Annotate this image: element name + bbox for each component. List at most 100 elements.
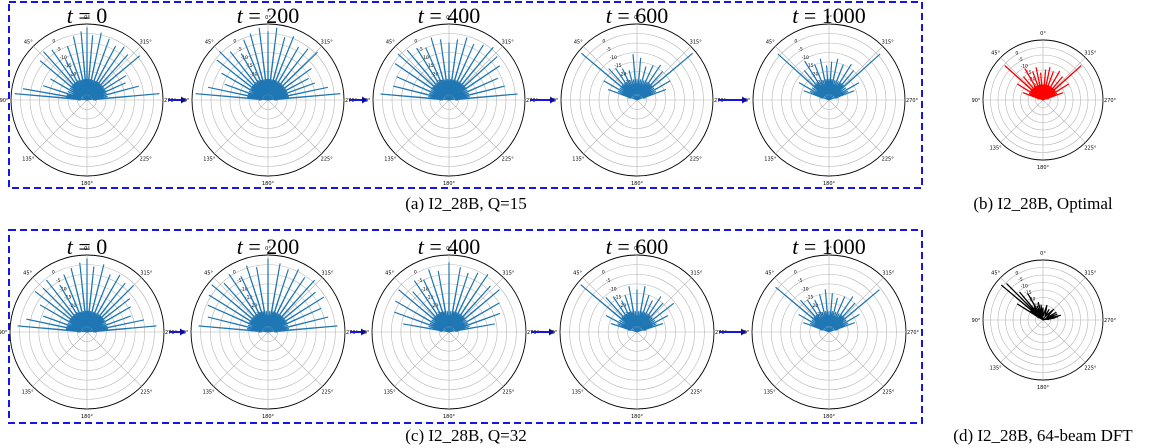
beam-lobe [393,85,450,101]
beam-lobe [23,88,88,101]
beam-lobe [1017,303,1044,321]
row-q32: (c) I2_28B, Q=32 (d) I2_28B, 64-beam DFT [8,229,1133,445]
angle-tick-label: 315° [502,271,515,277]
beam-lobe [448,285,491,333]
angle-tick-label: 0° [446,246,452,252]
beam-lobe [636,295,650,333]
angle-tick-label: 180° [81,181,94,187]
angle-tick-label: 135° [572,157,585,163]
beam-lobe [636,58,642,101]
beam-lobe [86,39,110,101]
beam-lobe [267,52,318,101]
beam-lobe [636,286,646,333]
beam-lobe [1042,76,1063,101]
beam-lobe [79,263,88,333]
polar-grid-spoke [86,331,142,387]
radial-tick-label: 0 [52,38,55,44]
angle-tick-label: 225° [1084,365,1097,371]
beam-lobe [448,37,468,101]
beam-lobe [397,53,450,101]
beam-lobe [423,279,450,333]
polar-grid-spoke [267,331,323,387]
angle-tick-label: 270° [1104,98,1117,104]
reference-caption: (b) I2_28B, Optimal [973,194,1113,213]
beam-lobe [86,298,130,333]
beam-lobe [395,300,450,333]
beam-lobe [1023,92,1044,101]
beam-lobe [1024,68,1044,101]
radial-tick-label: -10 [421,286,428,292]
radial-tick-label: -10 [422,55,429,61]
polar-grid-spoke [214,99,269,154]
time-step-label: t = 0 [67,234,108,259]
beam-lobe [240,276,269,333]
angle-tick-label: 135° [384,389,397,395]
radial-tick-label: -20 [811,71,818,77]
polar-panel: 0°45°90°135°180°225°270°315°0-5-10-15-20… [362,3,556,187]
polar-grid-spoke [32,331,88,387]
radial-tick-label: -5 [798,278,803,284]
beam-lobe [246,265,269,333]
beam-lobe [807,299,830,333]
beam-lobe [223,283,269,333]
reference-caption: (d) I2_28B, 64-beam DFT [953,426,1133,445]
angle-tick-label: 0° [84,15,90,21]
beam-lobe [828,289,880,333]
polar-grid-spoke [775,99,830,154]
angle-tick-label: 180° [631,414,644,420]
row-caption: (c) I2_28B, Q=32 [405,426,526,445]
beam-lobe [636,296,661,333]
beam-lobe [17,325,88,333]
radial-tick-label: -5 [418,47,423,53]
radial-tick-label: -10 [802,55,809,61]
radial-tick-label: 0 [794,270,797,276]
beam-lobe [803,90,830,101]
beam-lobe [59,285,88,333]
radial-tick-label: -5 [56,47,61,53]
beam-lobe [414,280,450,333]
beam-lobe [225,84,269,101]
polar-grid-spoke [1042,319,1086,363]
evolution-row: 0°45°90°135°180°225°270°315°0-5-10-15-20… [0,3,1117,187]
beam-lobe [448,323,495,333]
arrow-head [362,96,368,104]
beam-lobe [216,59,269,101]
beam-lobe [403,323,450,333]
beam-lobe [86,285,134,333]
beam-lobe [1042,71,1060,101]
angle-tick-label: 225° [321,389,334,395]
radial-tick-label: -10 [610,55,617,61]
polar-grid-spoke [448,99,503,154]
beam-lobe [828,314,860,333]
angle-tick-label: 270° [1104,318,1117,324]
radial-tick-label: -20 [431,71,438,77]
angle-tick-label: 315° [140,39,153,45]
angle-tick-label: 45° [574,39,583,45]
beam-lobe [70,268,88,333]
beam-lobe [267,86,328,101]
angle-tick-label: 225° [502,157,515,163]
beam-lobe [636,53,693,101]
beam-lobe [824,289,830,333]
angle-tick-label: 180° [443,414,456,420]
polar-panel: 0°45°90°135°180°225°270°315°0-5-10-15-20… [741,234,920,420]
beam-lobe [1042,92,1063,101]
polar-grid-spoke [828,99,883,154]
angle-tick-label: 90° [362,98,371,104]
dashed-frame [8,229,923,424]
beam-lobe [267,325,338,333]
arrow-head [361,328,367,336]
beam-lobe [198,325,269,333]
polar-panel: 0°45°90°135°180°225°270°315°0-5-10-15-20… [180,234,367,420]
angle-tick-label: 270° [907,330,920,336]
radial-tick-label: -10 [1021,284,1028,290]
angle-tick-label: 315° [140,271,153,277]
angle-tick-label: 0° [826,15,832,21]
beam-lobe [208,305,269,333]
beam-lobe [636,303,664,333]
angle-tick-label: 135° [990,365,1003,371]
polar-grid-spoke [1042,99,1086,143]
angle-tick-label: 45° [205,39,214,45]
arrow-head [741,328,747,336]
